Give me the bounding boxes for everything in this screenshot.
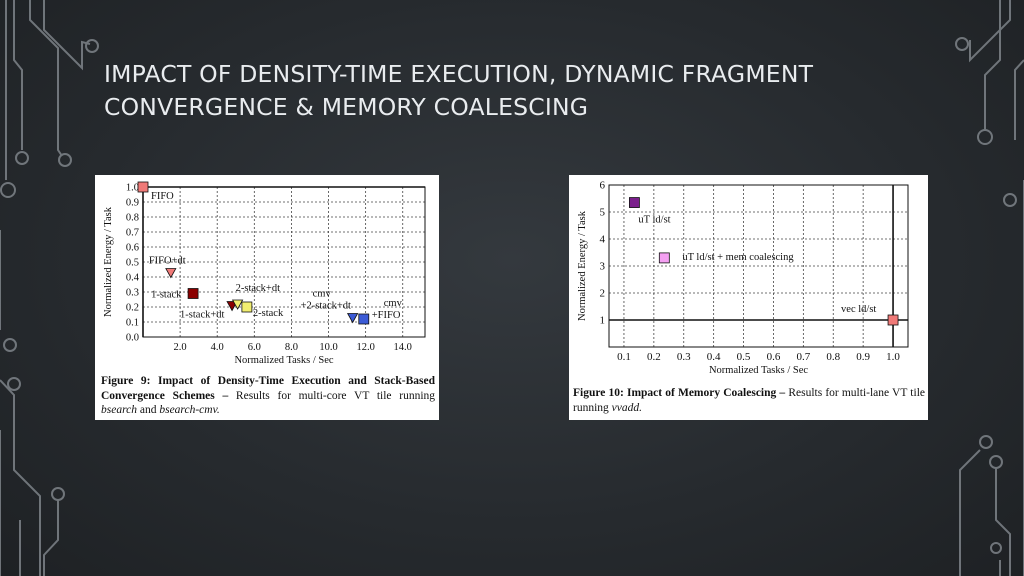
data-label: vec ld/st — [841, 304, 876, 315]
y-tick-label: 0.4 — [126, 273, 140, 284]
data-label: cmv — [313, 289, 332, 300]
plot-frame — [608, 184, 909, 348]
data-label: +FIFO — [372, 310, 401, 321]
data-label: 1-stack+dt — [180, 310, 224, 321]
y-tick-label: 1.0 — [126, 183, 139, 194]
y-tick-label: 0.9 — [126, 198, 139, 209]
data-point-square — [187, 288, 199, 299]
data-label: uT ld/st — [638, 215, 670, 226]
figure-9-caption-and: and — [139, 404, 157, 416]
y-tick-label: 0.1 — [126, 318, 139, 329]
y-tick-label: 0.6 — [126, 243, 139, 254]
x-tick-label: 2.0 — [174, 342, 187, 353]
y-tick-label: 1 — [600, 315, 606, 327]
x-tick-label: 4.0 — [211, 342, 224, 353]
slide-title-line2: CONVERGENCE & MEMORY COALESCING — [104, 93, 589, 121]
data-label: 2-stack — [253, 308, 284, 319]
y-axis-label: Normalized Energy / Task — [103, 206, 114, 317]
data-label: 2-stack+dt — [236, 283, 280, 294]
data-label: +2-stack+dt — [301, 301, 351, 312]
data-label: FIFO+dt — [149, 256, 186, 267]
y-tick-label: 3 — [600, 261, 606, 273]
y-tick-label: 6 — [600, 180, 606, 192]
figure-10-caption-label: Figure 10: — [573, 387, 624, 399]
x-tick-label: 6.0 — [248, 342, 261, 353]
figure-9-caption-title: Impact of Density-Time Execution and Sta… — [101, 375, 435, 402]
figure-10-caption-code1: vvadd. — [611, 401, 642, 414]
y-axis-label: Normalized Energy / Task — [577, 210, 588, 321]
x-tick-label: 1.0 — [886, 351, 900, 363]
data-point-square — [137, 181, 149, 193]
figure-10-caption-text: Results for multi-lane VT tile running — [573, 387, 925, 414]
x-tick-label: 0.8 — [826, 351, 840, 363]
data-point-square — [629, 197, 640, 208]
x-tick-label: 0.7 — [796, 351, 810, 363]
x-tick-label: 0.6 — [767, 351, 781, 363]
y-tick-label: 4 — [600, 234, 606, 246]
y-tick-label: 0.7 — [126, 228, 139, 239]
x-axis-label: Normalized Tasks / Sec — [234, 355, 333, 366]
x-tick-label: 0.3 — [677, 351, 691, 363]
x-tick-label: 0.5 — [737, 351, 751, 363]
figure-10-caption-title: Impact of Memory Coalescing – — [626, 387, 786, 399]
x-tick-label: 0.9 — [856, 351, 870, 363]
y-tick-label: 0.3 — [126, 288, 139, 299]
x-tick-label: 8.0 — [285, 342, 298, 353]
x-tick-label: 10.0 — [319, 342, 337, 353]
data-point-square — [358, 313, 370, 325]
slide-title: IMPACT OF DENSITY-TIME EXECUTION, DYNAMI… — [104, 58, 924, 124]
data-point-triangle — [231, 299, 244, 310]
data-label: 1-stack — [151, 290, 182, 301]
figure-10: 0.1 0.2 0.3 0.4 0.5 0.6 0.7 0.8 0.9 1.0 1 2 3 4 5 6 Norm… — [569, 175, 928, 420]
figure-10-caption: Figure 10: Impact of Memory Coalescing –… — [573, 386, 925, 415]
data-point-triangle — [165, 268, 177, 279]
data-label: uT ld/st + mem coalescing — [682, 252, 794, 263]
x-axis-label: Normalized Tasks / Sec — [709, 365, 808, 376]
figure-9-caption-code1: bsearch — [101, 404, 137, 416]
y-tick-label: 0.5 — [126, 258, 139, 269]
data-label: FIFO — [151, 191, 174, 202]
figure-9-caption-text: Results for multi-core VT tile running — [235, 389, 436, 402]
figure-9-caption-code2: bsearch-cmv. — [159, 404, 220, 416]
x-tick-label: 0.4 — [707, 351, 721, 363]
data-point-square — [658, 252, 670, 264]
slide-title-line1: IMPACT OF DENSITY-TIME EXECUTION, DYNAMI… — [104, 60, 814, 88]
x-tick-label: 12.0 — [356, 342, 374, 353]
x-tick-label: 0.1 — [617, 351, 631, 363]
data-label: cmv — [384, 298, 403, 309]
data-point-square — [887, 314, 899, 326]
figure-9: 2.0 4.0 6.0 8.0 10.0 12.0 14.0 0.0 0.1 0.2 0.3 0.4 0… — [95, 175, 439, 420]
y-tick-label: 5 — [600, 207, 606, 219]
y-tick-label: 0.0 — [126, 333, 139, 344]
x-tick-label: 14.0 — [394, 342, 412, 353]
figure-9-caption: Figure 9: Impact of Density-Time Executi… — [101, 374, 435, 418]
figure-9-caption-label: Figure 9: — [101, 375, 151, 387]
x-tick-label: 0.2 — [647, 351, 661, 363]
y-tick-label: 2 — [600, 288, 606, 300]
data-point-triangle — [346, 313, 359, 324]
y-tick-label: 0.8 — [126, 213, 139, 224]
y-tick-label: 0.2 — [126, 303, 139, 314]
data-point-square — [241, 301, 253, 313]
figure-9-chart: 2.0 4.0 6.0 8.0 10.0 12.0 14.0 0.0 0.1 0.2 0.3 0.4 0… — [103, 181, 426, 366]
figure-10-chart: 0.1 0.2 0.3 0.4 0.5 0.6 0.7 0.8 0.9 1.0 1 2 3 4 5 6 Norm… — [577, 180, 909, 376]
